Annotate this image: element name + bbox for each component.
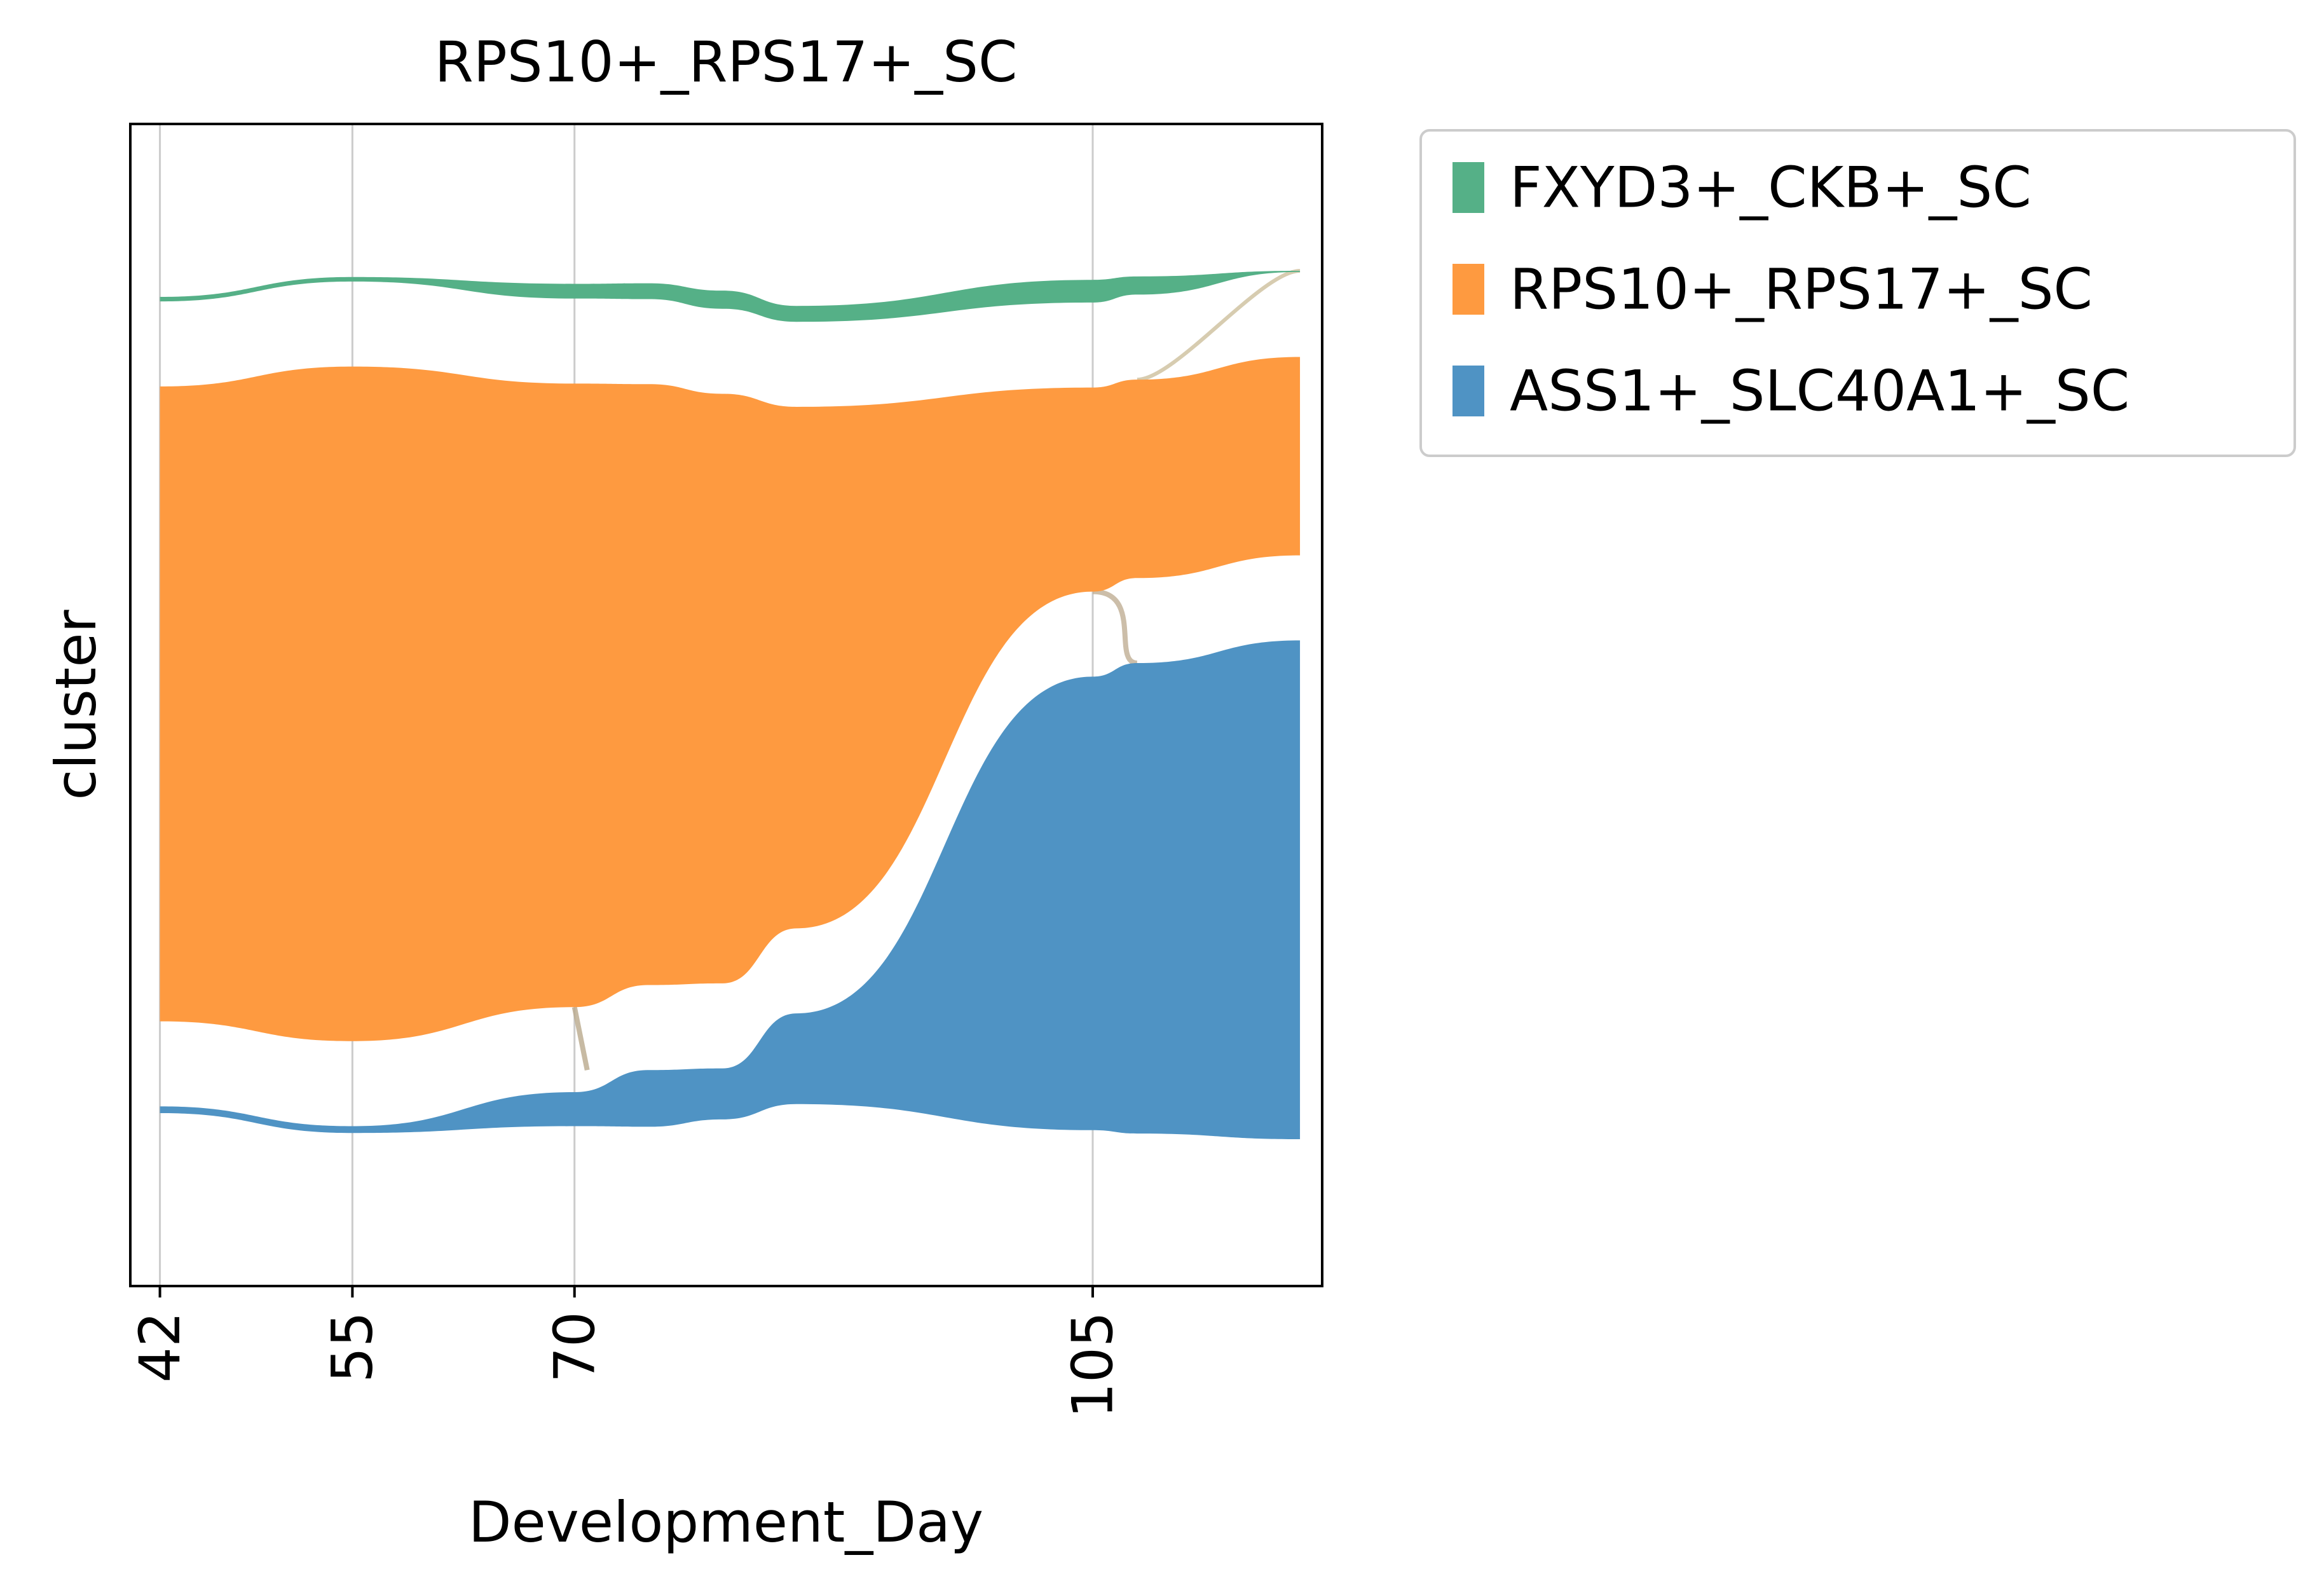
x-tick-label-70: 70 — [542, 1311, 607, 1383]
chart-title: RPS10+_RPS17+_SC — [435, 29, 1018, 95]
flow-connectors — [571, 268, 1301, 1071]
legend-swatch-2 — [1452, 264, 1484, 315]
stream-bands — [160, 270, 1301, 1140]
stream-band-3 — [160, 640, 1301, 1140]
x-axis-label: Development_Day — [468, 1489, 983, 1555]
flow-link-day70 — [571, 1006, 590, 1071]
legend: FXYD3+_CKB+_SC RPS10+_RPS17+_SC ASS1+_SLC4… — [1419, 129, 2296, 457]
legend-label-3: ASS1+_SLC40A1+_SC — [1510, 359, 2129, 424]
x-tick-label-42: 42 — [127, 1311, 193, 1383]
y-axis-label: cluster — [43, 610, 109, 800]
x-tick-label-105: 105 — [1060, 1311, 1125, 1418]
legend-label-1: FXYD3+_CKB+_SC — [1510, 155, 2032, 221]
flow-link-orange-blue — [1092, 589, 1138, 666]
legend-swatch-3 — [1452, 366, 1484, 416]
legend-entries: FXYD3+_CKB+_SC RPS10+_RPS17+_SC ASS1+_SLC4… — [1452, 155, 2129, 424]
x-tick-label-55: 55 — [320, 1311, 385, 1383]
stream-band-1 — [160, 270, 1301, 322]
plot-frame — [129, 123, 1323, 1287]
legend-label-2: RPS10+_RPS17+_SC — [1510, 257, 2093, 322]
x-axis-ticks: 42 55 70 105 — [127, 1286, 1125, 1418]
legend-frame — [1419, 129, 2296, 457]
legend-swatch-1 — [1452, 162, 1484, 213]
flow-link-orange-green — [1137, 268, 1301, 382]
stream-band-2 — [160, 357, 1301, 1041]
